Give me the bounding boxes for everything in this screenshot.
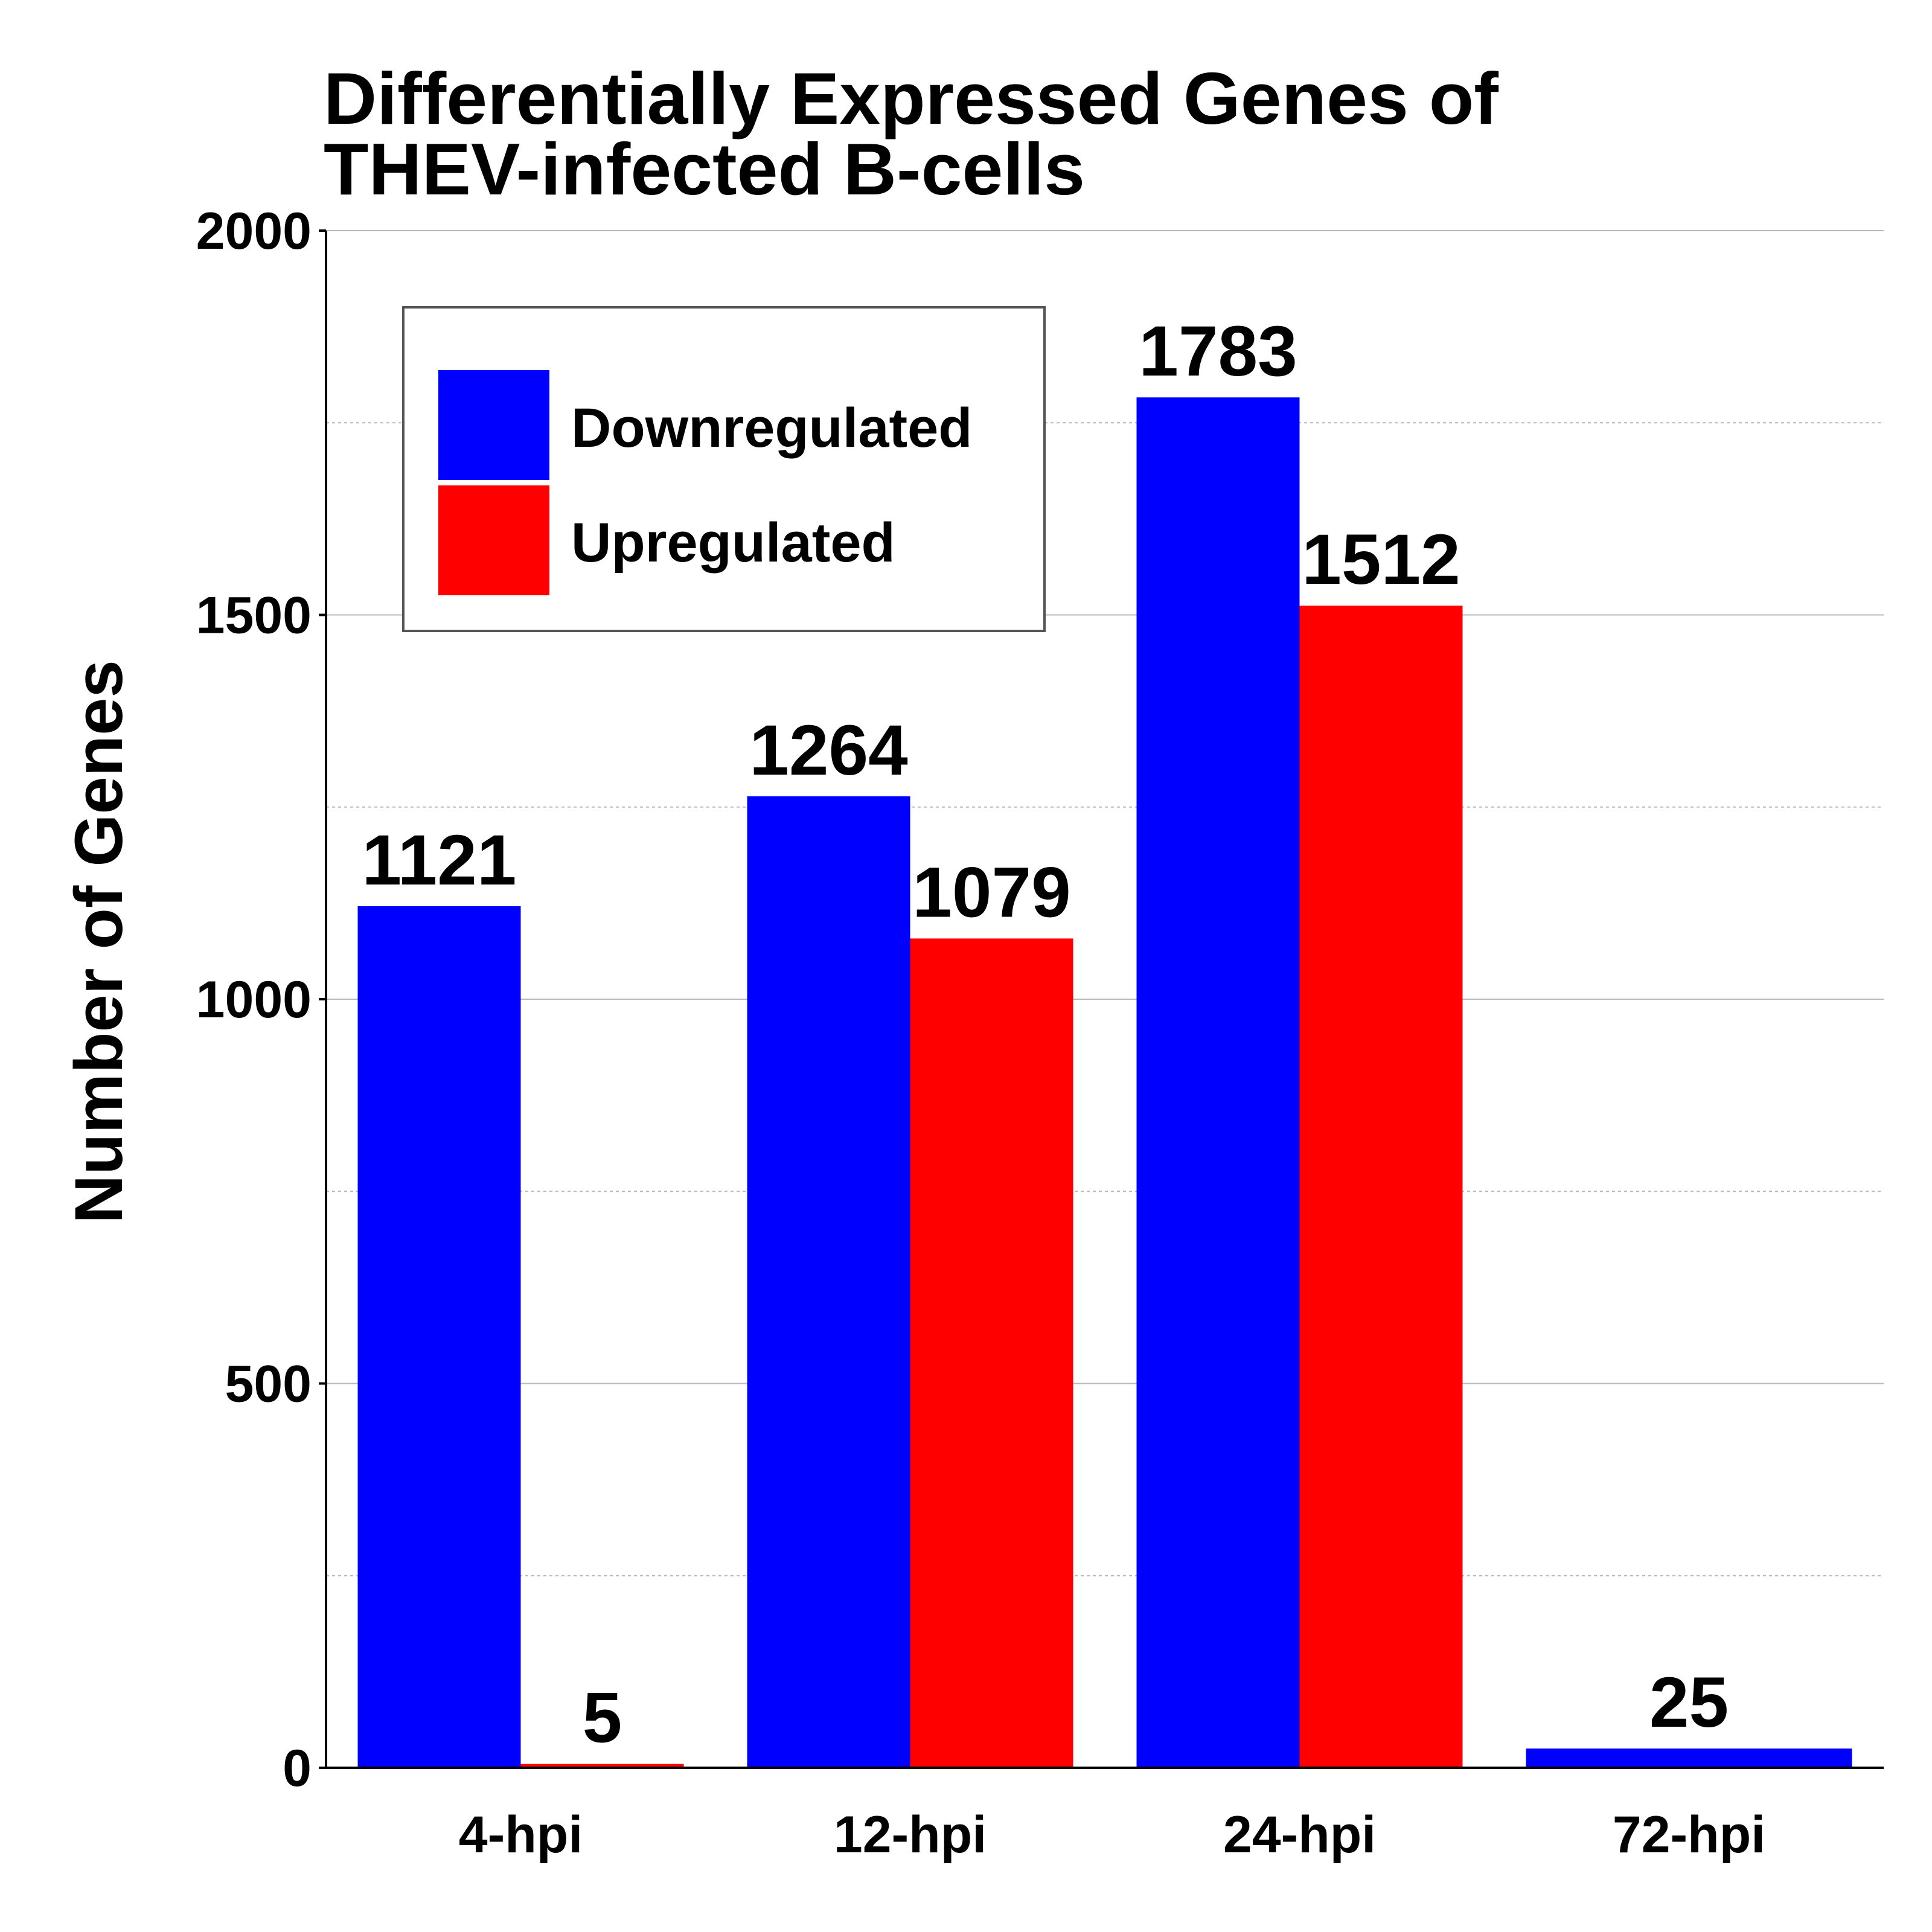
bar-upregulated-12-hpi	[910, 938, 1073, 1768]
data-label-upregulated-24-hpi: 1512	[1302, 520, 1460, 600]
chart-title-line-2: THEV-infected B-cells	[324, 128, 1085, 210]
data-label-upregulated-4-hpi: 5	[583, 1678, 622, 1758]
chart-title-line-1: Differentially Expressed Genes of	[324, 57, 1499, 139]
legend-swatch-downregulated	[438, 370, 549, 480]
bars	[357, 397, 1852, 1768]
tick-labels: 0 500 1000 1500 2000 4-hpi 12-hpi 24-hpi 72-hpi	[196, 202, 1765, 1864]
bar-upregulated-24-hpi	[1299, 606, 1463, 1768]
y-tick-label: 0	[283, 1739, 312, 1797]
legend-swatch-upregulated	[438, 485, 549, 595]
x-tick-label: 24-hpi	[1223, 1806, 1376, 1864]
bar-downregulated-12-hpi	[747, 796, 910, 1768]
x-tick-label: 12-hpi	[834, 1806, 987, 1864]
data-label-downregulated-4-hpi: 1121	[362, 820, 517, 900]
y-tick-label: 1000	[196, 971, 312, 1029]
legend-label-upregulated: Upregulated	[571, 512, 895, 574]
x-tick-label: 4-hpi	[459, 1806, 583, 1864]
x-tick-label: 72-hpi	[1613, 1806, 1765, 1864]
y-axis-label: Number of Genes	[61, 660, 136, 1224]
data-label-downregulated-12-hpi: 1264	[749, 711, 908, 790]
y-tick-label: 1500	[196, 587, 312, 645]
data-label-downregulated-24-hpi: 1783	[1139, 312, 1297, 391]
data-label-downregulated-72-hpi: 25	[1649, 1663, 1729, 1742]
bar-downregulated-24-hpi	[1136, 397, 1300, 1768]
legend-label-downregulated: Downregulated	[571, 397, 972, 459]
y-tick-label: 500	[225, 1355, 312, 1413]
bar-upregulated-4-hpi	[520, 1764, 684, 1768]
y-tick-label: 2000	[196, 202, 312, 260]
data-label-upregulated-12-hpi: 1079	[912, 852, 1071, 932]
bar-downregulated-72-hpi	[1526, 1748, 1852, 1768]
bar-downregulated-4-hpi	[357, 906, 521, 1768]
legend: Downregulated Upregulated	[402, 306, 1046, 632]
axes	[319, 229, 1884, 1769]
